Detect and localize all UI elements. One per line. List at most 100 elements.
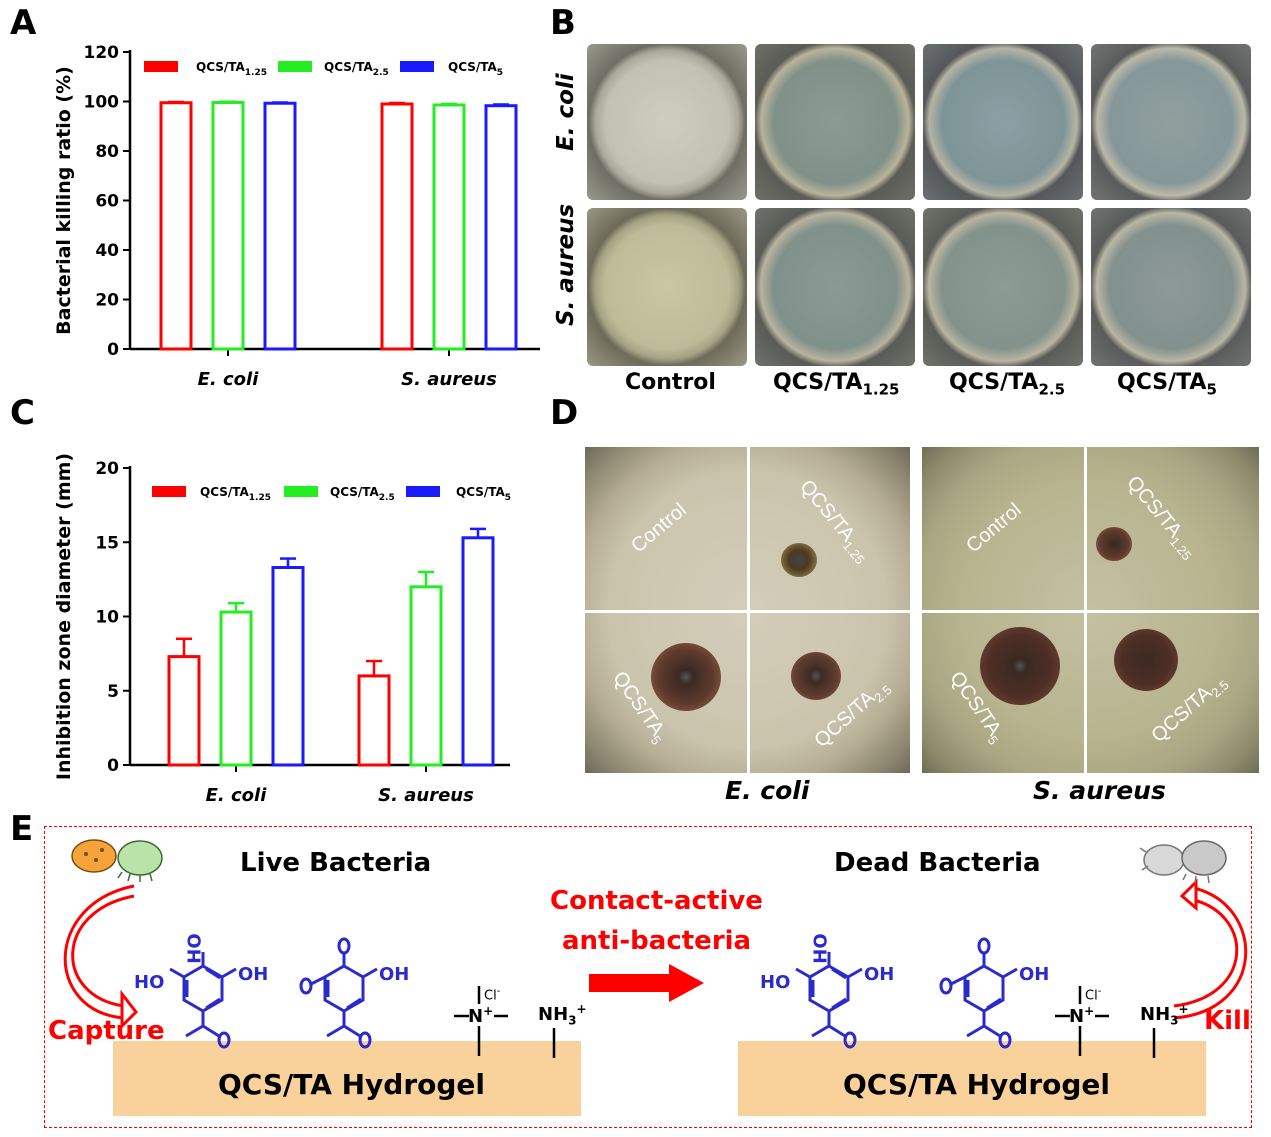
capture-arrow-icon (71, 894, 135, 1008)
y-tick-label: 100 (84, 93, 120, 113)
legend-label: QCS/TA5 (456, 485, 511, 503)
process-arrow-icon (589, 964, 704, 1002)
y-axis-title: Inhibition zone diameter (mm) (53, 453, 75, 780)
bar (211, 100, 245, 351)
plate-saureus-qcs-ta-5 (1091, 208, 1251, 366)
panel-label-c: C (10, 393, 35, 433)
bar (271, 565, 305, 767)
ammonium-structure-left (454, 986, 556, 1058)
panel-b-plates: E. coli S. aureus Control QCS/TA1.25 QCS… (553, 36, 1260, 406)
bar (484, 104, 518, 351)
plate-d-saureus: Control QCS/TA1.25 QCS/TA5 QCS/TA2.5 (922, 447, 1259, 773)
col-label-control: Control (625, 370, 716, 395)
zone-saureus-2-5 (1114, 629, 1178, 691)
hydrogel-label-right: QCS/TA Hydrogel (843, 1068, 1111, 1101)
plate-ecoli-qcs-ta-2-5 (923, 44, 1083, 200)
zone-saureus-1-25 (1096, 527, 1132, 561)
x-category-label: E. coli (198, 369, 260, 390)
d-caption-ecoli: E. coli (725, 776, 810, 805)
atom-cl-right: Cl- (1085, 986, 1102, 1004)
kill-arrow-icon (1173, 898, 1239, 1008)
x-category-label: E. coli (206, 785, 268, 806)
panel-label-d: D (550, 393, 579, 433)
panel-label-a: A (10, 3, 37, 43)
legend-swatch (400, 61, 434, 72)
plate-saureus-qcs-ta-2-5 (923, 208, 1083, 366)
atom-n-left: N+ (468, 1004, 494, 1027)
capture-label: Capture (48, 1016, 165, 1046)
atom-n-right: N+ (1069, 1004, 1095, 1027)
atom-oh-quinone-left: OH (379, 964, 410, 985)
legend-swatch (152, 486, 186, 497)
atom-ho-left: HO (134, 972, 165, 993)
d-saureus-label-control: Control (962, 498, 1026, 558)
atom-cl-left: Cl- (484, 986, 501, 1004)
d-ecoli-label-control: Control (627, 498, 691, 558)
mechanism-line-1: Contact-active (550, 886, 763, 916)
x-category-label: S. aureus (378, 785, 474, 806)
atom-oh-right: OH (864, 964, 895, 985)
y-tick-label: 5 (107, 682, 119, 702)
scheme-drawing (63, 839, 1248, 1116)
plate-d-ecoli: Control QCS/TA1.25 QCS/TA5 QCS/TA2.5 (585, 447, 910, 773)
legend-swatch (278, 61, 312, 72)
y-tick-label: 80 (95, 142, 119, 162)
atom-oh-quinone-right: OH (1019, 964, 1050, 985)
dead-bacteria-icon (1139, 840, 1227, 884)
hydrogel-slab-right (738, 1041, 1206, 1116)
bar (219, 610, 253, 767)
bar (159, 101, 193, 351)
y-tick-label: 60 (95, 192, 119, 212)
y-tick-label: 120 (84, 43, 120, 63)
quinone-structure-right (939, 937, 1018, 1049)
quinone-structure-left (299, 937, 378, 1049)
zone-saureus-5 (980, 627, 1060, 705)
atom-nh3-right: NH3+ (1140, 1002, 1189, 1028)
hydrogel-label-left: QCS/TA Hydrogel (218, 1068, 486, 1101)
y-tick-label: 10 (95, 608, 119, 628)
col-label-qcs-ta-1-25: QCS/TA1.25 (773, 370, 900, 399)
x-category-label: S. aureus (401, 369, 497, 390)
ammonium-structure-right (1055, 986, 1156, 1058)
hydrogel-slab-left (113, 1041, 581, 1116)
zone-ecoli-1-25 (781, 543, 817, 577)
gallol-structure-right (795, 952, 863, 1049)
legend-label: QCS/TA1.25 (196, 60, 267, 78)
zone-ecoli-2-5 (791, 652, 841, 700)
legend-swatch (406, 486, 440, 497)
y-tick-label: 15 (95, 533, 119, 553)
bar (432, 103, 466, 351)
kill-label: Kill (1204, 1006, 1251, 1036)
y-axis-title: Bacterial killing ratio (%) (53, 66, 75, 335)
bar (167, 655, 201, 767)
plate-ecoli-qcs-ta-5 (1091, 44, 1251, 200)
live-bacteria-title: Live Bacteria (240, 848, 432, 878)
gallol-structure-left (169, 952, 237, 1049)
zone-ecoli-5 (651, 643, 721, 711)
plate-saureus-qcs-ta-1-25 (755, 208, 915, 366)
plate-ecoli-control (587, 44, 747, 200)
panel-e-scheme (44, 826, 1252, 1128)
y-tick-label: 0 (107, 756, 119, 776)
plate-saureus-control (587, 208, 747, 366)
legend-swatch (284, 486, 318, 497)
dead-bacteria-title: Dead Bacteria (834, 848, 1041, 878)
d-caption-saureus: S. aureus (1033, 776, 1166, 805)
legend-label: QCS/TA1.25 (200, 485, 271, 503)
atom-ho-top-right: HO (810, 933, 832, 964)
plate-ecoli-qcs-ta-1-25 (755, 44, 915, 200)
mechanism-line-2: anti-bacteria (562, 926, 752, 956)
bar (461, 536, 495, 767)
y-tick-label: 20 (95, 291, 119, 311)
legend-label: QCS/TA2.5 (324, 60, 389, 78)
panel-label-b: B (550, 3, 576, 43)
live-bacteria-icon (71, 839, 163, 882)
y-tick-label: 40 (95, 241, 119, 261)
atom-oh-left: OH (238, 964, 269, 985)
legend-swatch (144, 61, 178, 72)
col-label-qcs-ta-5: QCS/TA5 (1117, 370, 1217, 399)
col-label-qcs-ta-2-5: QCS/TA2.5 (949, 370, 1066, 399)
row-label-ecoli: E. coli (553, 73, 579, 151)
atom-ho-right: HO (760, 972, 791, 993)
chart-inhibition-zone: Inhibition zone diameter (mm) 0 5 10 15 20 E. … (53, 453, 511, 806)
